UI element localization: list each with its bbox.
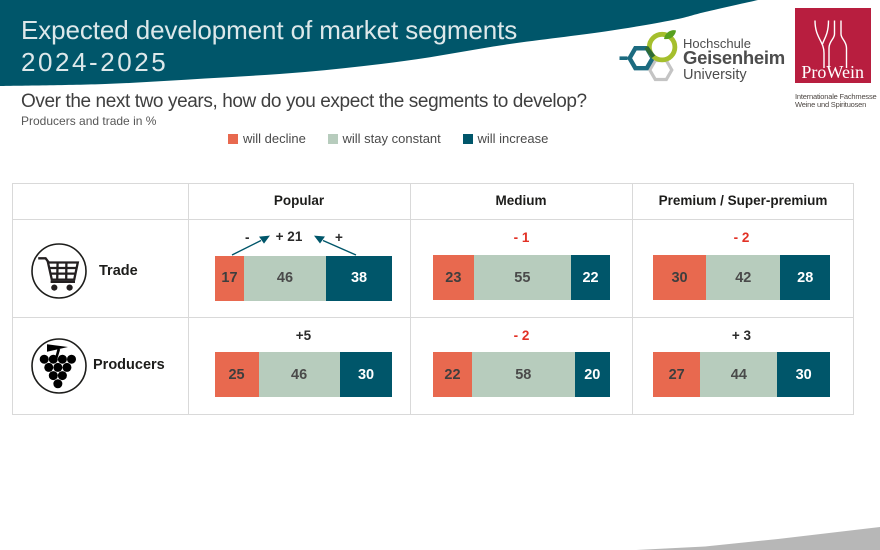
svg-text:ProWein: ProWein (801, 62, 864, 82)
svg-text:-: - (245, 230, 250, 245)
svg-text:+: + (335, 230, 343, 245)
